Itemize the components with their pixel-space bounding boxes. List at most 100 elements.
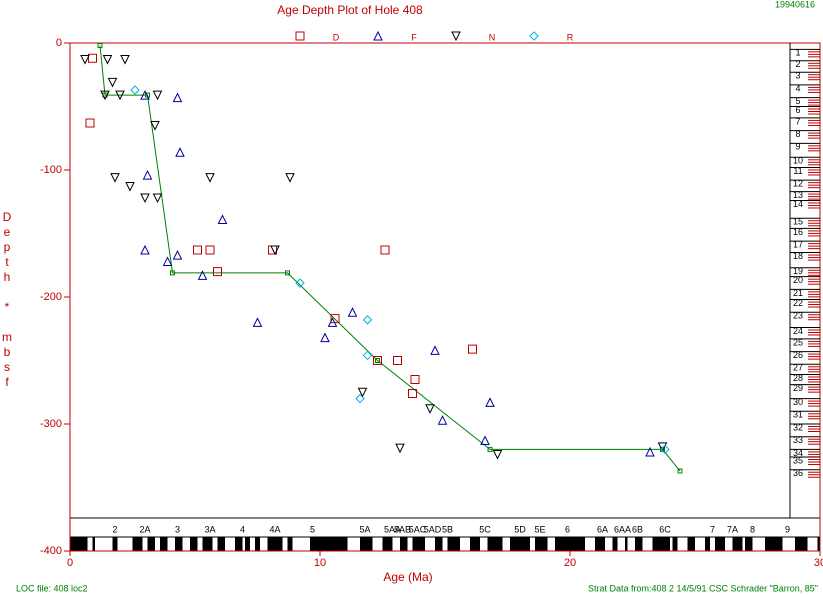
date: 19940616 [775,0,815,9]
data-point [152,90,163,101]
data-point [100,90,110,101]
chart-title: Age Depth Plot of Hole 408 [277,3,423,17]
footer-right: Strat Data from:408 2 14/5/91 CSC Schrad… [588,583,818,593]
data-point [120,55,130,65]
data-point [217,214,228,225]
y-tick-label: -400 [40,545,62,557]
core-label: 2 [795,59,800,69]
core-label: 21 [793,288,803,298]
core-label: 1 [795,48,800,58]
core-label: 24 [793,326,803,336]
chron-label: 5B [442,524,453,534]
normal-polarity [555,537,585,551]
chron-label: 2 [112,524,117,534]
data-point [410,375,420,385]
data-point [115,90,125,101]
loc-vertex [487,446,493,452]
core-label: 36 [793,468,803,478]
core-label: 32 [793,422,803,432]
chron-label: 6AA [614,524,631,534]
core-label: 16 [793,227,803,237]
normal-polarity [235,537,243,551]
data-point [295,278,305,288]
data-point [130,85,140,95]
normal-polarity [745,537,753,551]
data-point [88,53,97,63]
chron-label: 3A [204,524,215,534]
core-label: 12 [793,179,803,189]
loc-vertex [170,270,175,276]
x-tick-label: 30 [814,557,823,569]
normal-polarity [132,537,143,551]
normal-polarity [652,537,670,551]
loc-vertex [375,358,380,363]
data-point [347,307,358,317]
normal-polarity [612,537,618,551]
chron-label: 7 [710,524,715,534]
loc-vertex [677,468,683,474]
data-point [142,169,153,180]
normal-polarity [817,537,820,551]
normal-polarity [672,537,678,551]
data-point [107,77,118,88]
core-label: 14 [793,199,803,209]
core-label: 25 [793,337,803,347]
legend-label: F [411,32,417,42]
data-point [205,245,215,255]
data-point [150,121,160,131]
normal-polarity [217,537,225,551]
data-point [380,245,390,255]
y-tick-label: -100 [40,164,62,176]
core-label: 23 [793,311,803,321]
data-point [110,173,120,183]
legend-marker [295,31,305,41]
normal-polarity [287,537,293,551]
normal-polarity [310,537,348,551]
data-point [645,446,655,457]
legend-marker [451,31,461,42]
core-label: 6 [795,105,800,115]
data-point [162,256,173,266]
normal-polarity [595,537,605,551]
normal-polarity [267,537,283,551]
y-tick-label: 0 [56,37,62,49]
data-point [657,442,668,452]
core-label: 10 [793,156,803,166]
normal-polarity [447,537,460,551]
data-point [172,249,183,260]
normal-polarity [435,537,443,551]
plot-frame [69,42,821,552]
core-label: 27 [793,363,803,373]
data-point [468,344,477,354]
core-label: 13 [793,190,803,200]
data-point [395,443,405,454]
data-point [437,415,448,425]
loc-vertex [285,270,290,276]
legend-label: N [489,32,496,42]
chron-label: 4A [269,524,280,534]
normal-polarity [535,537,548,551]
chron-label: 7A [727,524,738,534]
normal-polarity [202,537,213,551]
data-point [393,356,402,365]
core-label: 18 [793,251,803,261]
data-point [140,89,150,100]
normal-polarity [255,537,260,551]
data-point [102,55,113,65]
data-point [355,393,365,404]
normal-polarity [112,537,118,551]
core-label: 11 [793,166,802,176]
y-tick-label: -200 [40,291,62,303]
data-point [172,92,183,103]
normal-polarity [625,537,628,551]
x-tick-label: 10 [314,557,326,569]
chron-label: 6B [632,524,643,534]
core-label: 19 [793,266,803,276]
normal-polarity [160,537,168,551]
data-point [362,315,373,325]
y-tick-label: -300 [40,418,62,430]
data-point [193,245,202,255]
normal-polarity [147,537,155,551]
x-tick-label: 20 [564,557,576,569]
